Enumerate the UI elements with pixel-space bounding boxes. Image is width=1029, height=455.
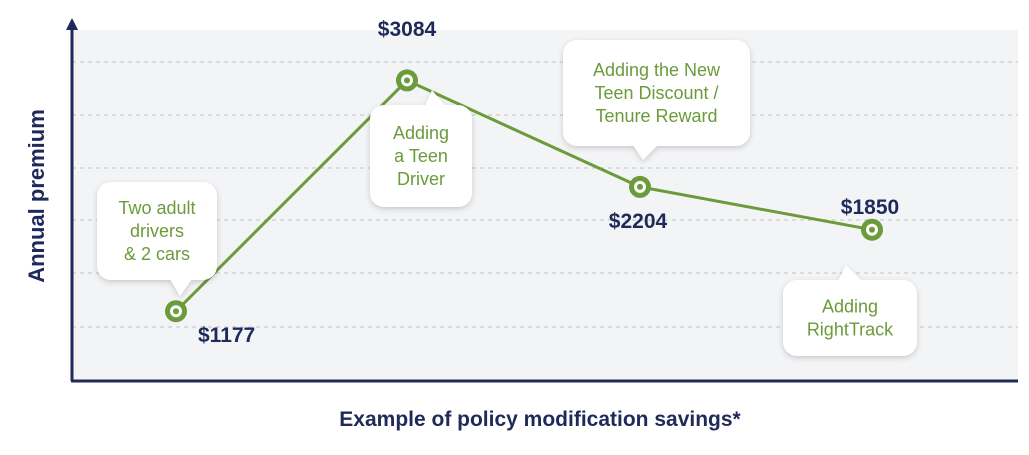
axes (66, 18, 1018, 383)
callout-text: Two adult drivers & 2 cars (118, 198, 195, 264)
data-point (165, 300, 187, 323)
gridlines (72, 61, 1018, 328)
value-label: $2204 (609, 210, 668, 233)
callouts: Two adult drivers & 2 cars Adding a Teen Driv… (97, 40, 917, 356)
callout: Two adult drivers & 2 cars (97, 182, 217, 296)
callout: Adding a Teen Driver (370, 90, 472, 207)
callout-text: Adding a Teen Driver (393, 123, 449, 189)
series-line-group (174, 78, 873, 313)
callout-bubble (563, 40, 750, 160)
callout-bubble (370, 90, 472, 207)
value-labels: $1177 $3084 $2204 $1850 (198, 18, 899, 347)
data-point (861, 218, 883, 241)
y-axis-label: Annual premium (24, 109, 49, 283)
data-point (396, 69, 418, 92)
callout-text: Adding the New Teen Discount / Tenure Rewa… (593, 60, 721, 126)
data-points (165, 69, 883, 323)
value-label: $3084 (378, 18, 437, 41)
value-label: $1850 (841, 196, 899, 219)
data-point (629, 175, 651, 198)
callout-text: Adding RightTrack (807, 297, 894, 340)
callout-bubble (97, 182, 217, 296)
series-line (174, 78, 873, 313)
x-axis-label: Example of policy modification savings* (339, 408, 741, 431)
callout-bubble (783, 265, 917, 356)
y-axis-arrow-icon (66, 18, 78, 30)
value-label: $1177 (198, 324, 255, 347)
callout: Adding the New Teen Discount / Tenure Rewa… (563, 40, 750, 160)
callout: Adding RightTrack (783, 265, 917, 356)
